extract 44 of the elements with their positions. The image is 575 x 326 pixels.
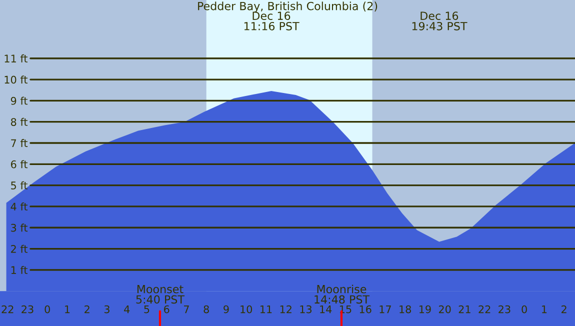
- y-tick-label: 4 ft: [10, 202, 28, 210]
- ref-line-label: Moonrise 14:48 PST: [314, 284, 370, 304]
- x-tick-label: 4: [124, 305, 130, 314]
- x-tick-label: 13: [300, 305, 312, 314]
- x-tick-label: 7: [184, 305, 189, 314]
- x-tick-label: 18: [400, 305, 411, 314]
- y-tick-label: 1 ft: [11, 266, 28, 274]
- x-tick-label: 19: [419, 305, 431, 314]
- chart-title: Pedder Bay, British Columbia (2): [198, 2, 378, 12]
- y-tick-label: 10 ft: [4, 76, 28, 84]
- x-tick-label: 3: [104, 305, 110, 314]
- x-tick-label: 16: [360, 305, 372, 314]
- x-tick-label: 22: [478, 305, 490, 314]
- y-tick-label: 11 ft: [4, 54, 28, 62]
- x-tick-label: 23: [22, 305, 34, 314]
- x-tick-label: 9: [224, 305, 229, 314]
- x-tick-label: 1: [65, 305, 70, 314]
- x-tick-label: 5: [144, 305, 150, 314]
- y-tick-label: 8 ft: [10, 118, 28, 126]
- x-tick-label: 10: [240, 305, 252, 314]
- annotation: Dec 16 11:16 PST: [244, 12, 300, 30]
- y-tick-label: 2 ft: [11, 244, 28, 253]
- annotation: Dec 16 19:43 PST: [412, 12, 468, 30]
- y-tick-label: 9 ft: [10, 96, 28, 105]
- x-tick-label: 8: [204, 305, 209, 314]
- x-tick-label: 23: [498, 305, 510, 314]
- y-tick-label: 7 ft: [11, 139, 28, 147]
- x-tick-label: 22: [2, 305, 14, 314]
- x-tick-label: 20: [438, 305, 451, 314]
- x-tick-label: 2: [84, 305, 90, 314]
- x-tick-label: 17: [380, 305, 391, 314]
- x-tick-label: 0: [522, 305, 527, 314]
- y-tick-label: 6 ft: [11, 160, 28, 168]
- x-tick-label: 11: [260, 305, 272, 314]
- x-tick-label: 0: [44, 305, 50, 314]
- x-tick-label: 21: [458, 305, 470, 314]
- x-tick-label: 2: [562, 305, 566, 314]
- y-tick-label: 5 ft: [11, 181, 28, 190]
- x-tick-label: 14: [320, 305, 332, 314]
- x-tick-label: 6: [164, 305, 170, 314]
- x-tick-label: 1: [542, 305, 547, 314]
- y-tick-label: 3 ft: [11, 224, 28, 232]
- ref-line-label: Moonset 5:40 PST: [136, 285, 185, 304]
- x-tick-label: 12: [280, 305, 292, 314]
